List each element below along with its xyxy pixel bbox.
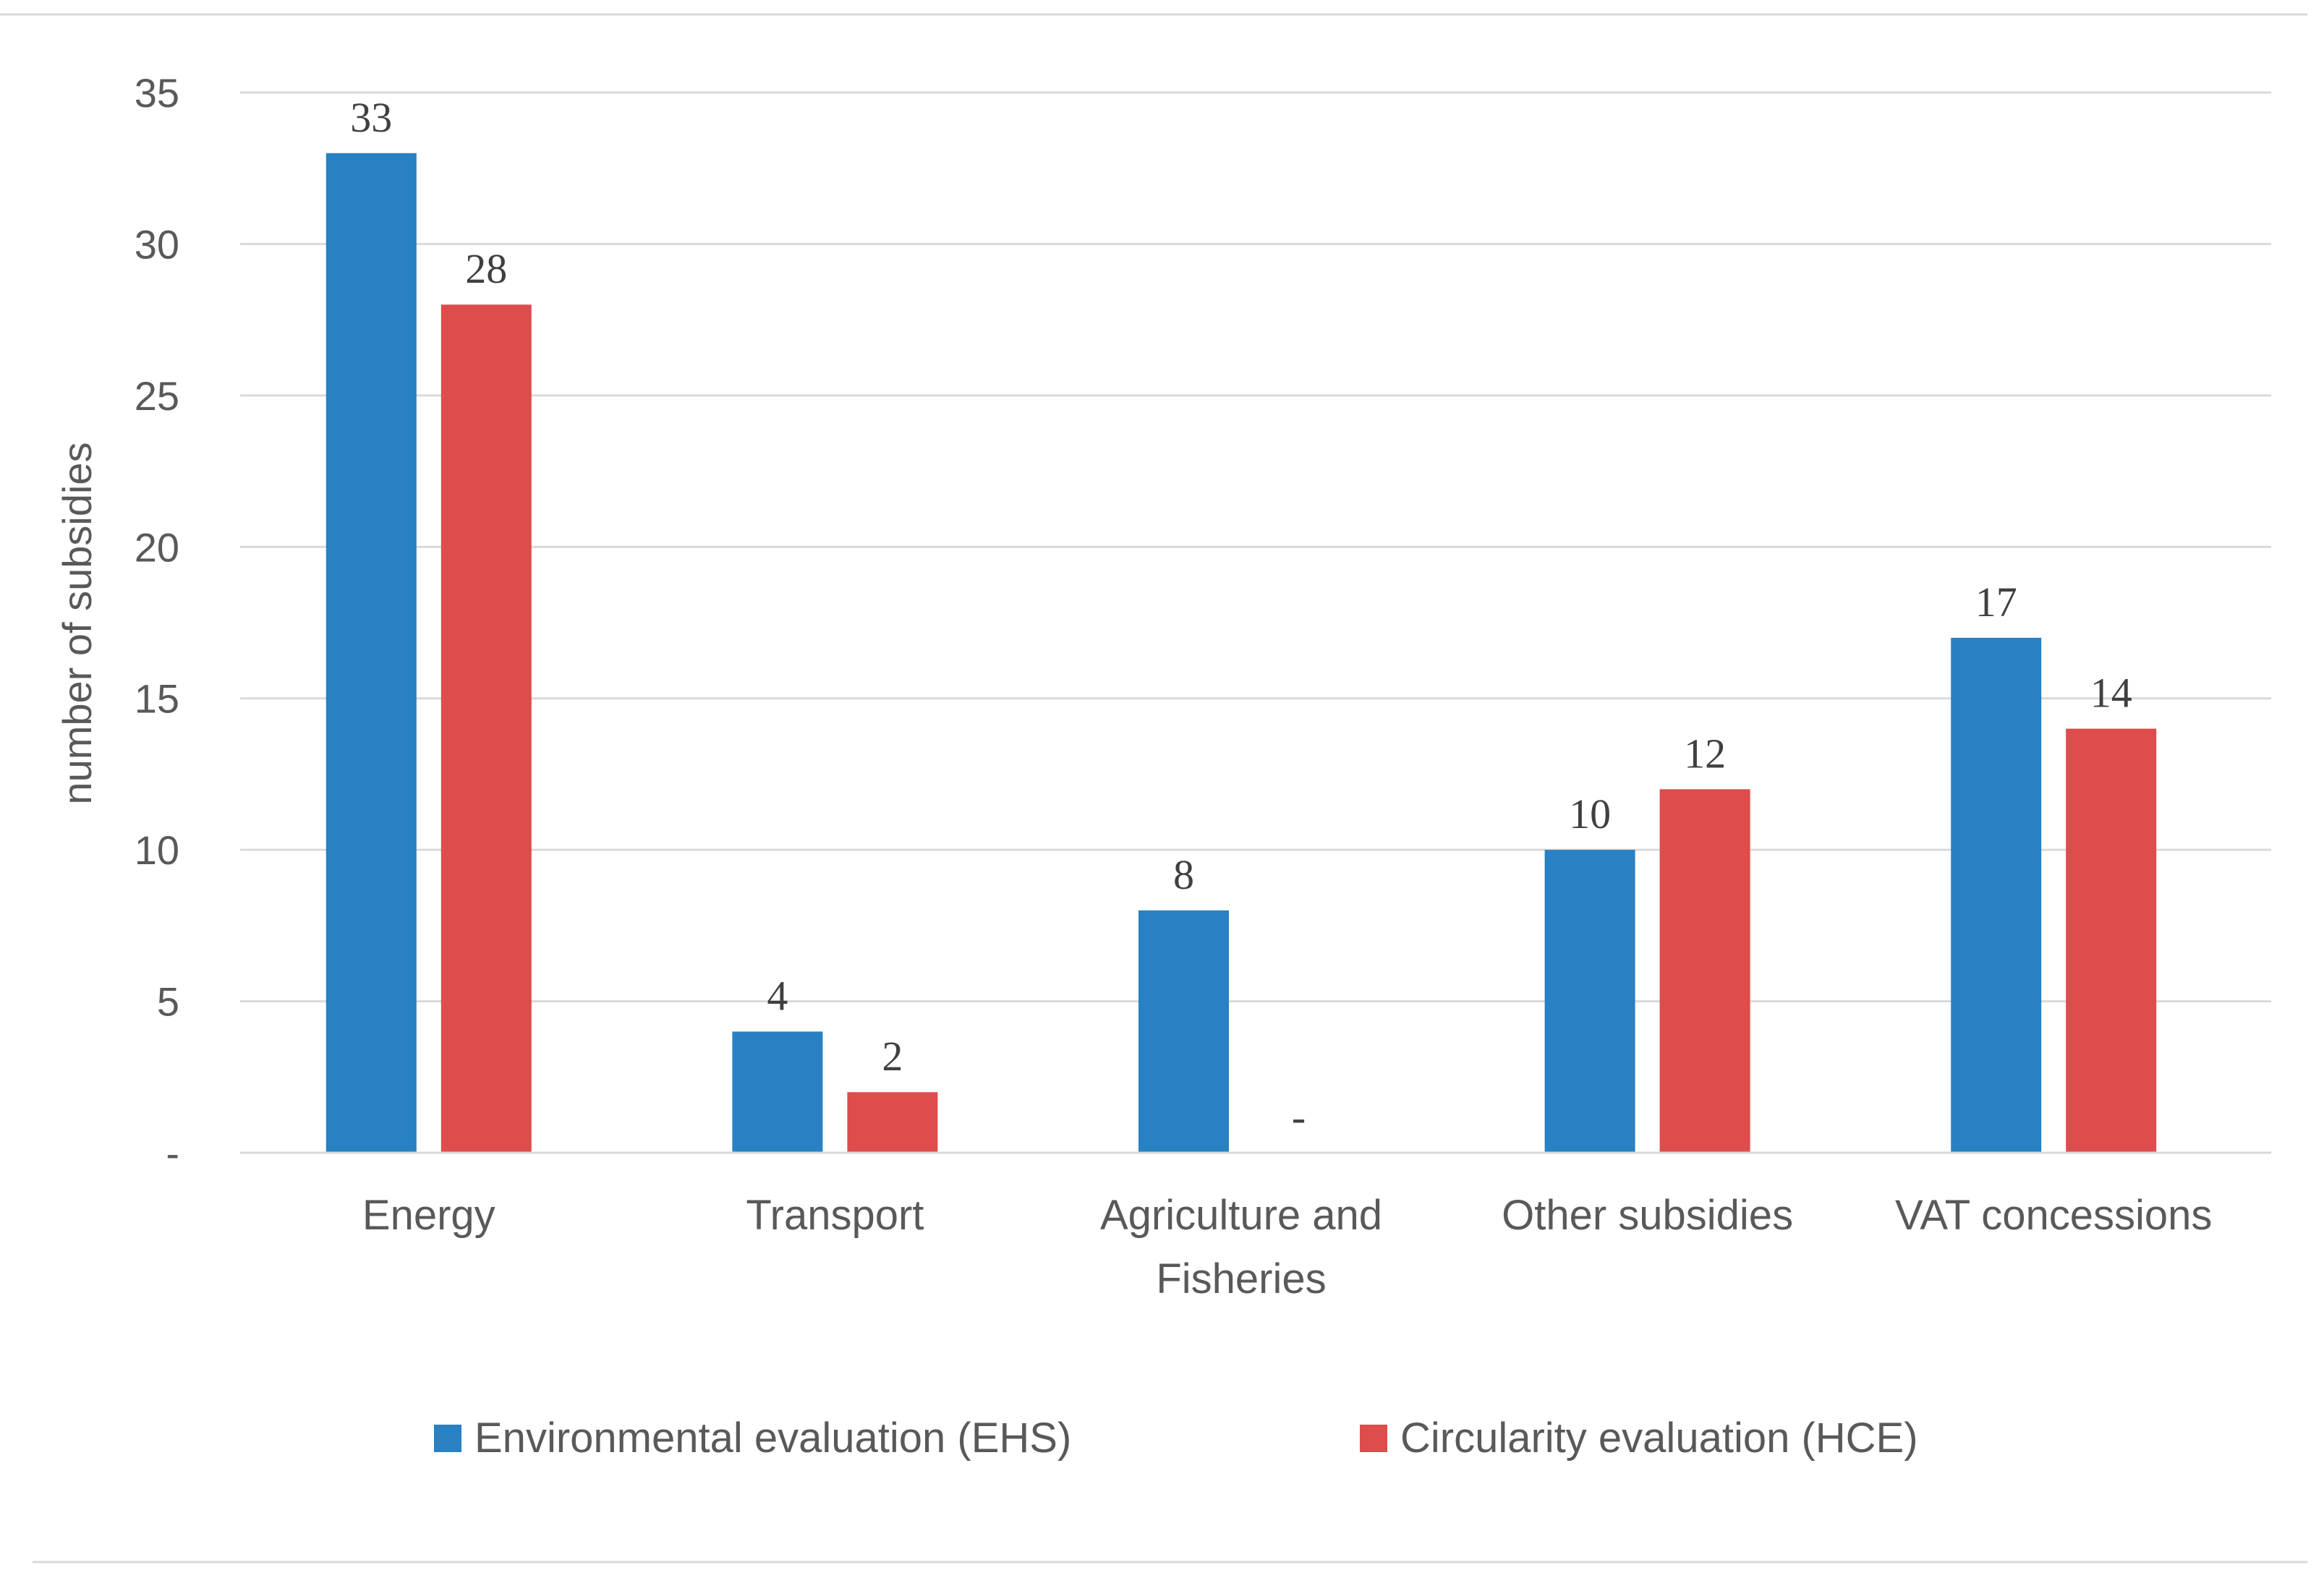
- x-tick-label: Transport: [746, 1192, 924, 1239]
- data-label: 4: [767, 972, 788, 1019]
- bar: [1659, 789, 1750, 1153]
- data-label: 8: [1173, 851, 1194, 898]
- data-label: -: [1292, 1093, 1306, 1140]
- data-label: 17: [1975, 579, 2017, 626]
- data-label: 12: [1684, 730, 1726, 777]
- bar: [732, 1031, 823, 1153]
- y-tick-label: 10: [135, 827, 179, 873]
- data-label: 28: [465, 245, 507, 292]
- legend-swatch: [1360, 1425, 1387, 1452]
- bar: [1951, 637, 2042, 1153]
- legend-label: Environmental evaluation (EHS): [474, 1415, 1071, 1462]
- bar: [847, 1092, 938, 1153]
- x-tick-label: Energy: [362, 1192, 495, 1239]
- y-tick-label: 5: [157, 979, 179, 1025]
- data-label: 33: [350, 94, 392, 141]
- y-tick-label: 20: [135, 524, 179, 570]
- data-label: 2: [882, 1033, 903, 1080]
- y-tick-label: 30: [135, 221, 179, 267]
- bar: [2066, 728, 2157, 1153]
- y-tick-label: 15: [135, 676, 179, 722]
- data-label: 10: [1569, 790, 1611, 837]
- bar: [1544, 850, 1635, 1153]
- x-tick-label: VAT concessions: [1895, 1192, 2212, 1239]
- y-tick-label: 35: [135, 70, 179, 116]
- x-tick-label: Other subsidies: [1502, 1192, 1793, 1239]
- bar: [1138, 910, 1229, 1153]
- legend-swatch: [434, 1425, 461, 1452]
- bar: [325, 153, 417, 1153]
- legend-label: Circularity evaluation (HCE): [1400, 1415, 1918, 1462]
- x-tick-label: Fisheries: [1156, 1255, 1326, 1302]
- y-tick-label: 25: [135, 373, 179, 419]
- y-tick-label: -: [166, 1130, 179, 1176]
- x-tick-label: Agriculture and: [1100, 1192, 1382, 1239]
- bar: [440, 304, 532, 1153]
- y-axis-label: number of subsidies: [54, 442, 100, 804]
- data-label: 14: [2090, 670, 2132, 717]
